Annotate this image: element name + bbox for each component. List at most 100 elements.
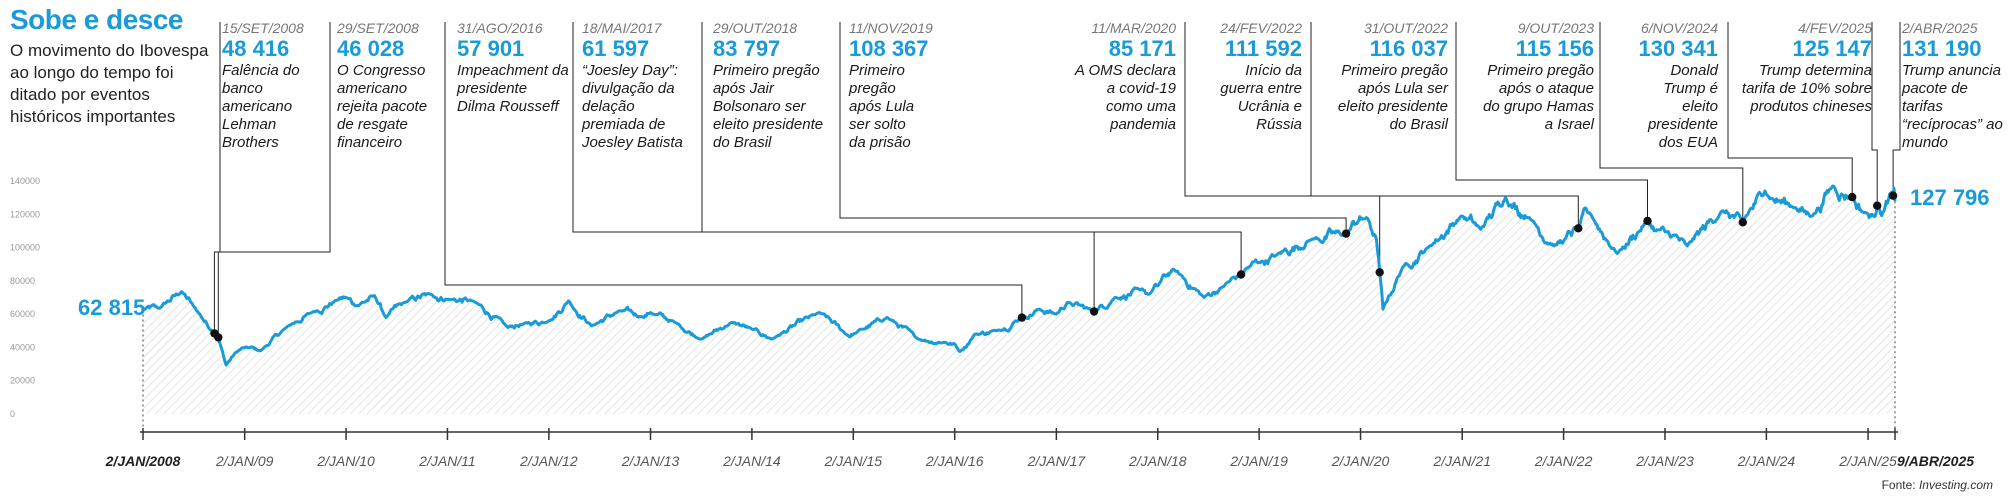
area-fill — [143, 186, 1895, 414]
event-leader-lines — [213, 22, 1901, 338]
event-dot — [1643, 216, 1652, 226]
y-tick-label: 20000 — [10, 376, 35, 386]
x-axis: 2/JAN/2008 2/JAN/09 2/JAN/10 2/JAN/11 2/JAN/… — [105, 201, 1974, 469]
leader-line — [217, 22, 331, 338]
x-tick-label: 2/JAN/25 — [1838, 453, 1897, 469]
event-description: Primeiro pregão após Lula ser eleito pre… — [1337, 62, 1448, 133]
event-dot — [1888, 191, 1898, 200]
event-description: Trump anuncia pacote de tarifas “recípro… — [1902, 62, 2003, 151]
x-tick-label: 2/JAN/24 — [1737, 453, 1796, 469]
event-dot — [1375, 268, 1384, 277]
event-date: 31/AGO/2016 — [457, 20, 543, 36]
event-value: 131 190 — [1902, 36, 1982, 61]
event-dot — [1873, 201, 1882, 210]
x-tick-label: 2/JAN/20 — [1331, 453, 1390, 469]
event-annotation: 31/OUT/2022 116 037 Primeiro pregão após… — [1308, 20, 1448, 134]
event-date: 29/SET/2008 — [337, 20, 419, 36]
event-value: 61 597 — [582, 36, 650, 61]
source-label: Fonte: — [1881, 478, 1916, 492]
event-description: Impeachment da presidente Dilma Rousseff — [457, 62, 569, 115]
y-tick-label: 0 — [10, 409, 15, 419]
event-date: 29/OUT/2018 — [713, 20, 798, 36]
x-tick-label: 2/JAN/14 — [722, 453, 781, 469]
x-tick-label: 2/JAN/11 — [418, 453, 476, 469]
leader-line — [1599, 22, 1744, 223]
y-tick-label: 140000 — [10, 176, 40, 186]
event-dot — [1738, 218, 1748, 227]
leader-line — [701, 22, 1242, 275]
event-description: “Joesley Day”: divulgação da delação pre… — [582, 62, 683, 151]
x-tick-label: 9/ABR/2025 — [1897, 453, 1974, 469]
x-tick-label: 2/JAN/17 — [1027, 453, 1087, 469]
start-value-label: 62 815 — [78, 295, 145, 320]
leader-line — [1310, 22, 1579, 229]
event-date: 18/MAI/2017 — [582, 20, 662, 36]
end-value-label: 127 796 — [1910, 185, 1990, 210]
event-annotation: 11/MAR/2020 85 171 A OMS declara a covid… — [1036, 20, 1176, 134]
page-subtitle: O movimento do Ibovespa ao longo do temp… — [10, 41, 209, 126]
y-tick-label: 40000 — [10, 342, 35, 352]
event-annotation: 11/NOV/2019 108 367 Primeiro pregão após… — [849, 20, 989, 152]
event-dot — [1017, 313, 1027, 322]
x-tick-label: 2/JAN/16 — [925, 453, 984, 469]
y-axis: 140000 120000 100000 80000 60000 40000 20000 0 — [10, 176, 40, 419]
x-tick-label: 2/JAN/2008 — [105, 453, 181, 469]
event-date: 6/NOV/2024 — [1640, 20, 1718, 36]
source-note: Fonte: Investing.com — [1882, 478, 1993, 492]
event-date: 11/MAR/2020 — [1091, 20, 1176, 36]
event-dot — [214, 333, 223, 342]
event-annotation: 18/MAI/2017 61 597 “Joesley Day”: divulg… — [582, 20, 722, 152]
page-title: Sobe e desce — [10, 4, 183, 35]
event-dot — [1341, 229, 1351, 238]
x-tick-label: 2/JAN/15 — [824, 453, 883, 469]
leader-line — [1184, 22, 1381, 273]
event-markers — [210, 191, 1898, 342]
x-tick-label: 2/JAN/13 — [621, 453, 680, 469]
event-annotation: 24/FEV/2022 111 592 Início da guerra ent… — [1162, 20, 1302, 134]
event-value: 115 156 — [1515, 36, 1594, 61]
event-value: 116 037 — [1369, 36, 1448, 61]
event-description: Primeiro pregão após o ataque do grupo H… — [1483, 62, 1594, 133]
leader-line — [1871, 22, 1878, 206]
x-tick-label: 2/JAN/18 — [1128, 453, 1187, 469]
leader-line — [444, 22, 1023, 318]
x-tick-label: 2/JAN/21 — [1432, 453, 1491, 469]
event-value: 108 367 — [849, 36, 929, 61]
event-annotation: 6/NOV/2024 130 341 Donald Trump é eleito… — [1578, 20, 1718, 152]
event-description: Trump determina tarifa de 10% sobre prod… — [1741, 62, 1872, 115]
x-tick-label: 2/JAN/09 — [215, 453, 274, 469]
event-value: 130 341 — [1638, 36, 1718, 61]
x-tick-label: 2/JAN/12 — [519, 453, 578, 469]
event-annotation: 31/AGO/2016 57 901 Impeachment da presid… — [457, 20, 597, 116]
event-description: Início da guerra entre Ucrânia e Rússia — [1220, 62, 1302, 133]
event-annotation: 29/OUT/2018 83 797 Primeiro pregão após … — [713, 20, 853, 152]
event-value: 57 901 — [457, 36, 525, 61]
event-date: 31/OUT/2022 — [1363, 20, 1448, 36]
event-date: 2/ABR/2025 — [1902, 20, 1978, 36]
event-value: 111 592 — [1224, 36, 1302, 61]
event-annotation: 9/OUT/2023 115 156 Primeiro pregão após … — [1454, 20, 1594, 134]
event-value: 125 147 — [1792, 36, 1872, 61]
y-tick-label: 80000 — [10, 276, 35, 286]
leader-line — [1892, 22, 1901, 196]
event-annotation: 15/SET/2008 48 416 Falência do banco ame… — [222, 20, 362, 152]
x-tick-label: 2/JAN/23 — [1635, 453, 1694, 469]
event-date: 11/NOV/2019 — [849, 20, 933, 36]
event-description: Donald Trump é eleito presidente dos EUA — [1647, 62, 1718, 151]
y-tick-label: 60000 — [10, 309, 35, 319]
event-value: 83 797 — [713, 36, 781, 61]
event-description: Primeiro pregão após Lula ser solto da p… — [849, 62, 915, 151]
leader-line — [1727, 22, 1853, 198]
y-tick-label: 120000 — [10, 209, 40, 219]
event-description: A OMS declara a covid-19 como uma pandem… — [1074, 62, 1176, 133]
event-value: 48 416 — [222, 36, 290, 61]
source-name: Investing.com — [1918, 478, 1993, 492]
x-tick-label: 2/JAN/19 — [1229, 453, 1288, 469]
event-annotation: 2/ABR/2025 131 190 Trump anuncia pacote … — [1902, 20, 2008, 152]
event-description: O Congresso americano rejeita pacote de … — [337, 62, 428, 151]
event-value: 85 171 — [1108, 36, 1176, 61]
event-date: 9/OUT/2023 — [1517, 20, 1594, 36]
event-date: 15/SET/2008 — [222, 20, 304, 36]
leader-line — [1455, 22, 1648, 221]
y-tick-label: 100000 — [10, 243, 40, 253]
